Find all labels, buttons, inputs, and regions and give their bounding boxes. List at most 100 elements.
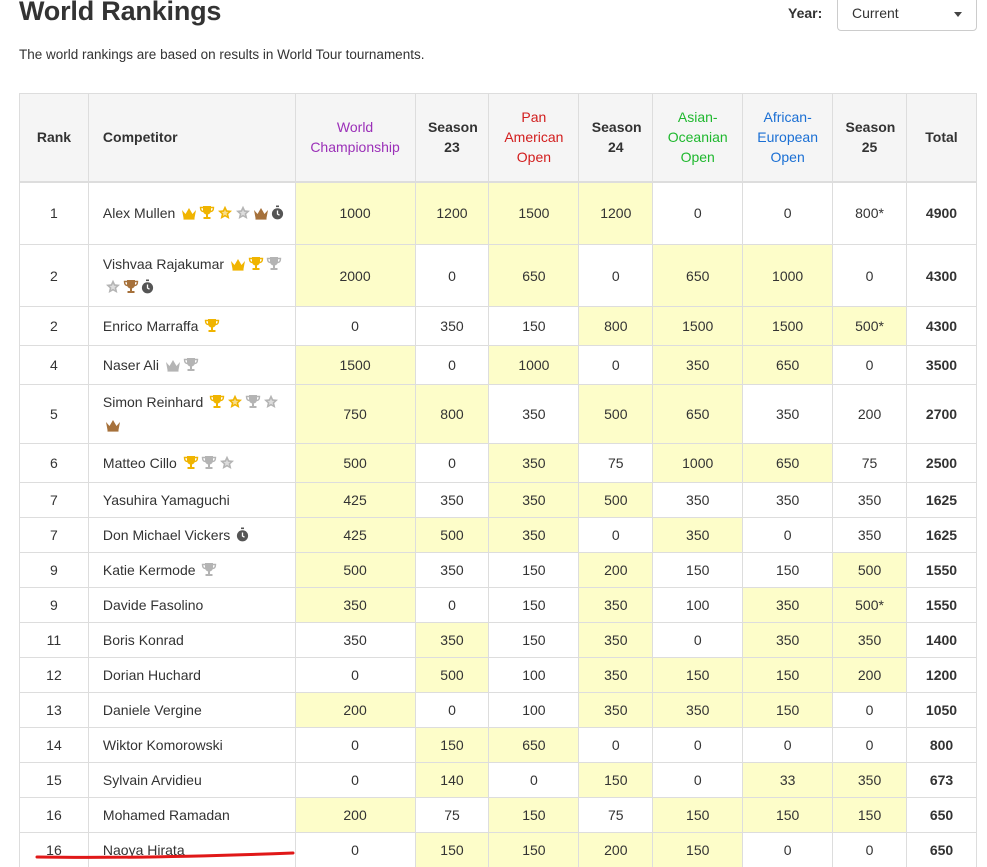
table-row[interactable]: 7 Yasuhira Yamaguchi 425 350 350 500 350 350 35… xyxy=(19,482,977,518)
competitor-name[interactable]: Matteo Cillo xyxy=(102,454,177,471)
year-dropdown[interactable]: Current xyxy=(837,0,977,31)
competitor-cell: Boris Konrad xyxy=(87,622,296,658)
competitor-name[interactable]: Simon Reinhard xyxy=(102,394,204,410)
competitor-name[interactable]: Dorian Huchard xyxy=(102,666,201,683)
score-cell: 650 xyxy=(742,443,834,483)
bronze-crown-icon xyxy=(253,206,269,220)
column-header[interactable]: Total xyxy=(906,93,977,183)
competitor-name[interactable]: Naser Ali xyxy=(102,356,159,373)
score-cell: 500 xyxy=(414,517,490,553)
table-row[interactable]: 2 Vishvaa Rajakumar 2000 0 650 0 650 1000 0 4300 xyxy=(19,244,977,307)
score-cell: 150 xyxy=(742,797,834,833)
competitor-name[interactable]: Daniele Vergine xyxy=(102,701,202,718)
table-row[interactable]: 7 Don Michael Vickers 425 500 350 0 350 0 350 16… xyxy=(19,517,977,553)
column-header-label: Pan American Open xyxy=(504,109,564,166)
score-cell: 0 xyxy=(414,345,490,385)
competitor-cell: Enrico Marraffa xyxy=(87,306,296,346)
silver-star-icon xyxy=(219,455,235,470)
competitor-name[interactable]: Vishvaa Rajakumar xyxy=(102,255,225,272)
competitor-name[interactable]: Davide Fasolino xyxy=(102,596,204,613)
score-cell: 0 xyxy=(578,345,654,385)
competitor-name[interactable]: Sylvain Arvidieu xyxy=(102,771,202,788)
competitor-cell: Wiktor Komorowski xyxy=(87,727,296,763)
table-row[interactable]: 1 Alex Mullen 1000 1200 1500 1200 0 0 800* 4900 xyxy=(19,181,977,245)
gold-trophy-icon xyxy=(199,205,215,220)
silver-star-icon xyxy=(105,279,121,294)
score-cell: 350 xyxy=(294,622,416,658)
table-row[interactable]: 13 Daniele Vergine 200 0 100 350 350 150 0 1050 xyxy=(19,692,977,728)
score-cell: 750 xyxy=(294,384,416,444)
total-cell: 650 xyxy=(906,797,977,833)
score-cell: 425 xyxy=(294,482,416,518)
competitor-name[interactable]: Mohamed Ramadan xyxy=(102,806,230,823)
score-cell: 0 xyxy=(294,306,416,346)
competitor-cell: Naoya Hirata xyxy=(87,832,296,867)
table-row[interactable]: 2 Enrico Marraffa 0 350 150 800 1500 1500 500* 4… xyxy=(19,306,977,346)
score-cell: 350 xyxy=(578,587,654,623)
column-header[interactable]: African-European Open xyxy=(742,93,834,183)
score-cell: 0 xyxy=(294,727,416,763)
score-cell: 1000 xyxy=(294,181,416,245)
competitor-name[interactable]: Yasuhira Yamaguchi xyxy=(102,491,230,508)
score-cell: 350 xyxy=(652,482,744,518)
competitor-name[interactable]: Boris Konrad xyxy=(102,631,184,648)
table-row[interactable]: 5 Simon Reinhard 750 800 350 500 650 350 200 270… xyxy=(19,384,977,444)
rankings-table: Rank Competitor World Championship Season 2… xyxy=(19,93,977,867)
table-row[interactable]: 16 Mohamed Ramadan 200 75 150 75 150 150 150 650 xyxy=(19,797,977,833)
score-cell: 1200 xyxy=(578,181,654,245)
column-header[interactable]: Season 24 xyxy=(578,93,654,183)
rank-cell: 1 xyxy=(19,181,89,245)
score-cell: 150 xyxy=(414,727,490,763)
competitor-name[interactable]: Don Michael Vickers xyxy=(102,526,231,543)
score-cell: 350 xyxy=(742,384,834,444)
score-cell: 1000 xyxy=(488,345,580,385)
competitor-name[interactable]: Naoya Hirata xyxy=(102,841,185,858)
table-row[interactable]: 9 Katie Kermode 500 350 150 200 150 150 500 1550 xyxy=(19,552,977,588)
table-row[interactable]: 4 Naser Ali 1500 0 1000 0 350 650 0 3500 xyxy=(19,345,977,385)
score-cell: 0 xyxy=(294,657,416,693)
score-cell: 0 xyxy=(652,622,744,658)
competitor-name[interactable]: Alex Mullen xyxy=(102,204,176,221)
competitor-name[interactable]: Enrico Marraffa xyxy=(102,317,199,334)
table-row[interactable]: 14 Wiktor Komorowski 0 150 650 0 0 0 0 800 xyxy=(19,727,977,763)
competitor-cell: Matteo Cillo xyxy=(87,443,296,483)
total-cell: 2700 xyxy=(906,384,977,444)
rank-cell: 5 xyxy=(19,384,89,444)
rank-cell: 14 xyxy=(19,727,89,763)
column-header[interactable]: Rank xyxy=(19,93,89,183)
score-cell: 0 xyxy=(294,762,416,798)
score-cell: 350 xyxy=(488,517,580,553)
table-row[interactable]: 12 Dorian Huchard 0 500 100 350 150 150 200 1200 xyxy=(19,657,977,693)
score-cell: 350 xyxy=(832,622,908,658)
competitor-name[interactable]: Wiktor Komorowski xyxy=(102,736,223,753)
silver-star-icon xyxy=(235,205,251,220)
column-header[interactable]: World Championship xyxy=(294,93,416,183)
table-row[interactable]: 6 Matteo Cillo 500 0 350 75 1000 650 75 2500 xyxy=(19,443,977,483)
score-cell: 75 xyxy=(578,797,654,833)
table-header-row: Rank Competitor World Championship Season 2… xyxy=(19,93,977,183)
table-row[interactable]: 11 Boris Konrad 350 350 150 350 0 350 350 1400 xyxy=(19,622,977,658)
column-header[interactable]: Competitor xyxy=(87,93,296,183)
score-cell: 500 xyxy=(414,657,490,693)
score-cell: 150 xyxy=(488,587,580,623)
column-header[interactable]: Pan American Open xyxy=(488,93,580,183)
table-row[interactable]: 16 Naoya Hirata 0 150 150 200 150 0 0 650 xyxy=(19,832,977,867)
rank-cell: 2 xyxy=(19,244,89,307)
score-cell: 100 xyxy=(652,587,744,623)
rank-cell: 16 xyxy=(19,797,89,833)
score-cell: 200 xyxy=(832,657,908,693)
score-cell: 150 xyxy=(742,657,834,693)
column-header[interactable]: Season 25 xyxy=(832,93,908,183)
competitor-name[interactable]: Katie Kermode xyxy=(102,561,196,578)
column-header[interactable]: Season 23 xyxy=(414,93,490,183)
score-cell: 100 xyxy=(488,657,580,693)
score-cell: 0 xyxy=(832,832,908,867)
score-cell: 150 xyxy=(488,552,580,588)
column-header[interactable]: Asian-Oceanian Open xyxy=(652,93,744,183)
column-header-label: Season 25 xyxy=(845,119,896,156)
score-cell: 33 xyxy=(742,762,834,798)
table-row[interactable]: 9 Davide Fasolino 350 0 150 350 100 350 500* 155… xyxy=(19,587,977,623)
table-row[interactable]: 15 Sylvain Arvidieu 0 140 0 150 0 33 350 673 xyxy=(19,762,977,798)
total-cell: 673 xyxy=(906,762,977,798)
rank-cell: 4 xyxy=(19,345,89,385)
